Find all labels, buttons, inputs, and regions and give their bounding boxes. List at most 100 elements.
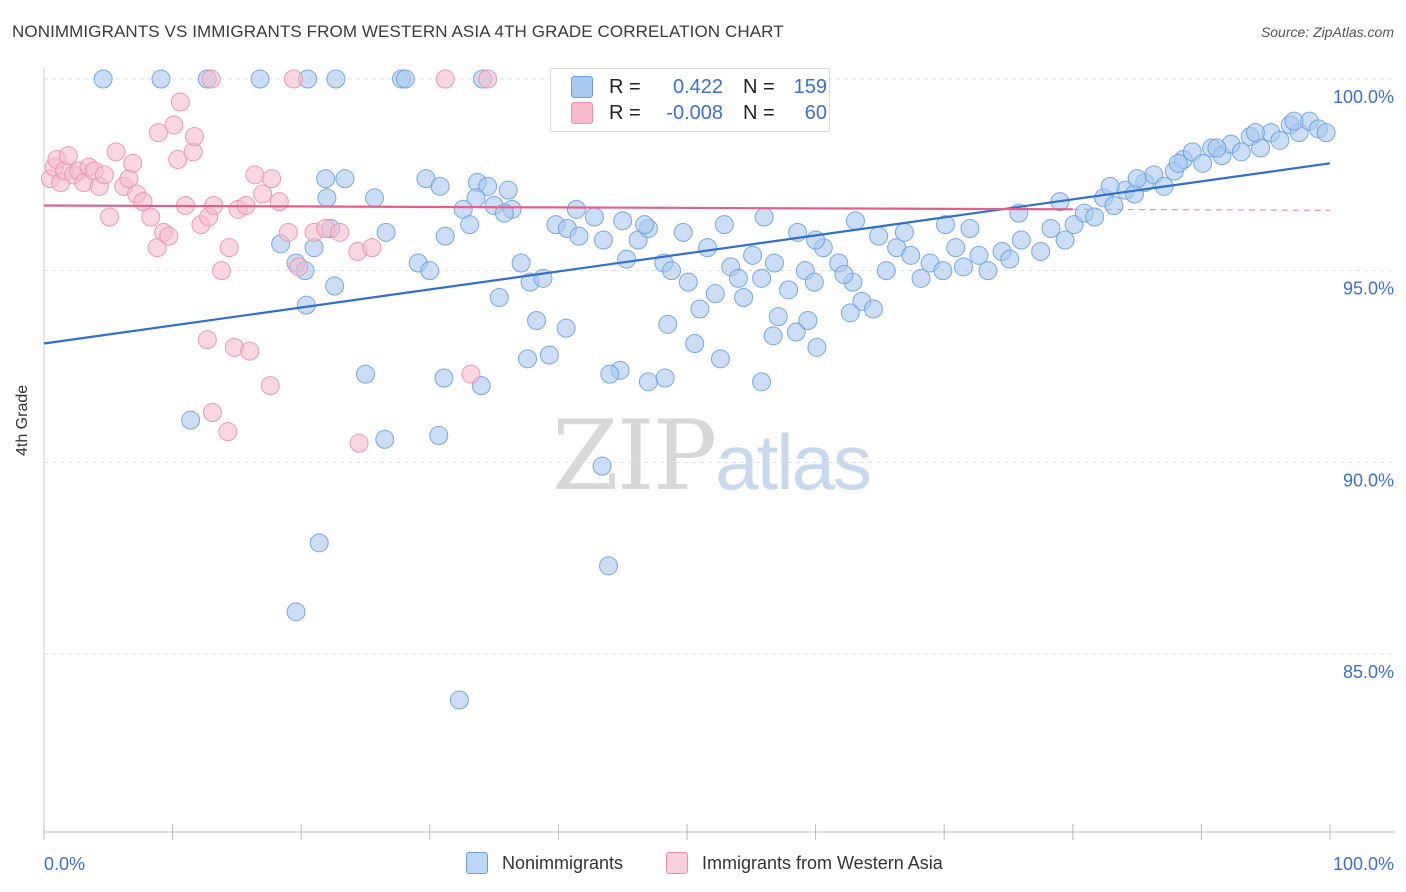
nonimmigrant-point: [734, 288, 754, 307]
nonimmigrant-point: [714, 215, 734, 235]
nonimmigrant-point: [911, 268, 931, 288]
immigrant-point: [461, 364, 481, 384]
nonimmigrant-point: [356, 364, 375, 384]
nonimmigrant-point: [539, 345, 559, 365]
nonimmigrant-point: [1100, 176, 1120, 196]
immigrant-point: [184, 127, 204, 146]
nonimmigrant-point: [901, 245, 921, 265]
nonimmigrant-point: [953, 257, 973, 277]
immigrant-point: [211, 261, 231, 281]
y-tick-label: 85.0%: [1343, 662, 1394, 682]
immigrant-point: [94, 165, 114, 185]
nonimmigrant-point: [1085, 207, 1105, 227]
nonimmigrant-point: [1231, 142, 1251, 162]
nonimmigrant-point: [466, 188, 486, 208]
nonimmigrant-point: [1168, 153, 1188, 173]
nonimmigrant-point: [728, 268, 748, 288]
source-label: Source: ZipAtlas.com: [1260, 24, 1394, 40]
nonimmigrant-point: [1055, 230, 1075, 250]
nonimmigrant-point: [678, 272, 698, 292]
nonimmigrant-point: [1245, 123, 1265, 143]
nonimmigrant-point: [662, 261, 682, 281]
legend-r-label: R =: [609, 101, 641, 124]
legend-row-nonimmigrants: R = 0.422 N = 159: [571, 74, 827, 100]
series-legend-label: Immigrants from Western Asia: [702, 852, 943, 873]
nonimmigrant-point: [434, 368, 454, 388]
nonimmigrant-point: [1104, 196, 1124, 215]
nonimmigrant-point: [286, 602, 306, 622]
nonimmigrant-point: [181, 410, 201, 430]
nonimmigrant-point: [569, 226, 589, 246]
nonimmigrant-point: [151, 69, 171, 89]
series-legend-immigrants[interactable]: Immigrants from Western Asia: [666, 852, 943, 874]
y-tick-label: 90.0%: [1343, 470, 1394, 490]
immigrant-point: [289, 257, 309, 277]
immigrant-point: [435, 69, 455, 89]
nonimmigrant-point: [1041, 219, 1061, 238]
nonimmigrant-point: [705, 284, 725, 304]
immigrant-point: [202, 403, 222, 422]
nonimmigrant-point: [638, 372, 658, 392]
nonimmigrant-point: [960, 219, 980, 238]
legend-n-value: 159: [793, 75, 827, 98]
nonimmigrant-point: [1193, 153, 1213, 173]
nonimmigrant-point: [763, 326, 783, 346]
nonimmigrant-point: [869, 226, 889, 246]
immigrant-point: [330, 222, 350, 242]
immigrant-point: [245, 165, 265, 185]
nonimmigrant-point: [600, 364, 620, 384]
nonimmigrant-point: [395, 69, 415, 89]
immigrant-point: [262, 169, 282, 189]
nonimmigrant-point: [804, 272, 824, 292]
immigrant-point: [141, 207, 161, 227]
nonimmigrant-trend-line: [43, 162, 1331, 345]
immigrant-point: [170, 92, 190, 112]
nonimmigrant-point: [556, 318, 576, 338]
nonimmigrant-point: [316, 169, 336, 189]
nonimmigrant-point: [250, 69, 270, 89]
nonimmigrant-point: [779, 280, 799, 300]
nonimmigrant-point: [498, 180, 518, 200]
nonimmigrant-point: [935, 215, 955, 235]
nonimmigrant-point: [743, 245, 763, 265]
immigrant-point: [269, 192, 289, 212]
immigrant-point: [106, 142, 126, 162]
nonimmigrant-point: [840, 303, 860, 323]
immigrant-point: [219, 238, 239, 258]
immigrant-point: [58, 146, 78, 166]
immigrant-point: [240, 341, 260, 361]
nonimmigrant-point: [658, 314, 678, 334]
nonimmigrant-point: [752, 372, 772, 392]
nonimmigrant-point: [845, 211, 865, 231]
nonimmigrant-point: [946, 238, 966, 258]
nonimmigrant-point: [435, 226, 455, 246]
nonimmigrant-point: [894, 222, 914, 242]
series-legend: Nonimmigrants Immigrants from Western As…: [0, 852, 1406, 878]
legend-n-label: N =: [743, 101, 775, 124]
series-legend-nonimmigrants[interactable]: Nonimmigrants: [466, 852, 623, 874]
nonimmigrant-point: [698, 238, 718, 258]
immigrant-point: [349, 433, 369, 453]
immigrant-point: [253, 184, 273, 204]
nonimmigrant-point: [478, 176, 498, 196]
nonimmigrant-point: [1270, 130, 1290, 150]
nonimmigrant-point: [635, 215, 655, 235]
legend-r-value: 0.422: [672, 75, 723, 98]
nonimmigrant-point: [376, 222, 396, 242]
nonimmigrant-point: [1000, 249, 1020, 269]
nonimmigrant-point: [673, 222, 693, 242]
immigrant-point: [164, 115, 184, 135]
legend-r-value: -0.008: [666, 101, 723, 124]
nonimmigrant-point: [309, 533, 329, 553]
nonimmigrant-point: [969, 245, 989, 265]
nonimmigrant-point: [1284, 111, 1304, 131]
legend-swatch-blue: [571, 76, 593, 98]
nonimmigrant-point: [1316, 123, 1336, 143]
nonimmigrant-point: [592, 456, 612, 476]
y-tick-label: 95.0%: [1343, 279, 1394, 299]
chart-title: NONIMMIGRANTS VS IMMIGRANTS FROM WESTERN…: [12, 22, 784, 41]
nonimmigrant-point: [685, 334, 705, 353]
immigrant-trend-line: [43, 204, 1073, 211]
legend-row-immigrants: R = -0.008 N = 60: [571, 100, 827, 126]
legend-n-value: 60: [804, 101, 827, 124]
